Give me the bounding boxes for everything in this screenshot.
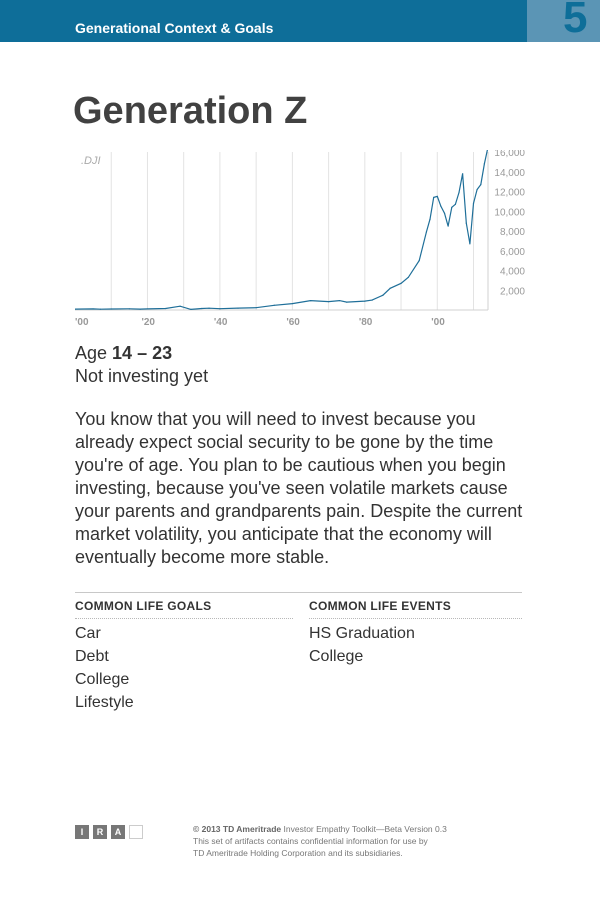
data-point [440, 205, 442, 207]
header-bar: Generational Context & Goals [0, 0, 527, 42]
data-point [364, 300, 366, 302]
page-badge: 5 [527, 0, 600, 42]
data-point [451, 206, 453, 208]
footer-text: © 2013 TD Ameritrade Investor Empathy To… [193, 823, 513, 859]
data-point [433, 196, 435, 199]
x-tick-label: '60 [286, 317, 300, 328]
data-point [465, 222, 467, 224]
y-tick-label: 8,000 [500, 227, 525, 238]
events-divider [309, 618, 522, 619]
data-point [382, 294, 384, 296]
logo-blank-box [129, 825, 143, 839]
events-list: HS Graduation College [309, 622, 415, 668]
list-item: Debt [75, 648, 109, 665]
footer-line-3: TD Ameritrade Holding Corporation and it… [193, 848, 403, 858]
data-point [462, 173, 464, 175]
data-point [418, 260, 420, 262]
goals-divider [75, 618, 293, 619]
data-point [273, 304, 275, 306]
data-point [400, 282, 402, 284]
events-heading: COMMON LIFE EVENTS [309, 599, 452, 613]
data-point [255, 307, 257, 309]
x-tick-label: '80 [359, 317, 373, 328]
list-item: College [75, 671, 130, 688]
data-point [454, 203, 456, 205]
data-point [476, 188, 478, 191]
copyright-rest: Investor Empathy Toolkit—Beta Version 0.… [281, 824, 447, 834]
divider [75, 592, 522, 593]
age-range: 14 – 23 [112, 343, 173, 363]
data-point [469, 243, 471, 245]
dji-chart: .DJI 16,000 14,000 12,000 10,000 8,000 6,000 4,… [74, 146, 535, 330]
data-point [480, 183, 482, 186]
data-point [92, 308, 94, 310]
data-point [190, 308, 192, 311]
copyright-bold: © 2013 TD Ameritrade [193, 824, 282, 834]
goals-heading: COMMON LIFE GOALS [75, 599, 212, 613]
y-tick-label: 12,000 [494, 188, 525, 199]
page-title: Generation Z [73, 90, 308, 132]
y-tick-label: 4,000 [500, 267, 525, 278]
investing-status: Not investing yet [75, 366, 209, 386]
data-point [458, 191, 460, 194]
data-point [208, 307, 210, 309]
x-tick-label: '20 [141, 317, 155, 328]
list-item: Car [75, 625, 101, 642]
y-tick-label: 6,000 [500, 247, 525, 258]
age-label: Age [75, 343, 108, 363]
data-point [201, 307, 203, 310]
list-item: HS Graduation [309, 625, 415, 642]
logo-letter: R [93, 825, 107, 839]
data-point [179, 305, 181, 307]
data-point [146, 308, 149, 310]
data-point [425, 231, 428, 233]
data-point [237, 307, 239, 309]
data-point [371, 299, 373, 301]
x-tick-label: '40 [214, 317, 228, 328]
data-point [74, 308, 76, 310]
logo-letter: I [75, 825, 89, 839]
data-point [309, 300, 312, 302]
y-tick-label: 14,000 [494, 168, 525, 179]
page-number: 5 [563, 0, 588, 42]
data-point [346, 301, 348, 303]
series-line [74, 146, 489, 311]
y-tick-label: 16,000 [494, 150, 525, 159]
data-point [291, 302, 293, 305]
data-point [447, 225, 449, 227]
x-tick-label: '00 [431, 317, 445, 328]
data-point [219, 308, 221, 310]
age-line: Age 14 – 23 [75, 343, 172, 364]
description: You know that you will need to invest be… [75, 409, 523, 567]
list-item: Lifestyle [75, 694, 134, 711]
data-point [443, 212, 446, 214]
footer-line-2: This set of artifacts contains confident… [193, 836, 428, 846]
data-point [429, 218, 431, 220]
data-point [139, 308, 141, 310]
series-label: .DJI [81, 155, 101, 167]
data-point [110, 308, 112, 310]
x-tick-label: '00 [75, 317, 89, 328]
data-point [472, 202, 475, 204]
ira-logo: I R A [75, 825, 143, 839]
data-point [436, 195, 438, 198]
data-point [128, 308, 130, 310]
y-tick-label: 10,000 [494, 207, 525, 218]
data-point [483, 163, 485, 165]
goals-list: Car Debt College Lifestyle [75, 622, 134, 714]
data-point [327, 301, 330, 303]
data-point [164, 307, 167, 310]
logo-letter: A [111, 825, 125, 839]
y-tick-label: 2,000 [500, 286, 525, 297]
chart-svg: .DJI 16,000 14,000 12,000 10,000 8,000 6,000 4,… [74, 146, 525, 328]
data-point [407, 276, 409, 279]
data-point [338, 300, 341, 302]
list-item: College [309, 648, 364, 665]
section-title: Generational Context & Goals [75, 20, 274, 36]
data-point [99, 308, 101, 310]
data-point [389, 287, 391, 289]
